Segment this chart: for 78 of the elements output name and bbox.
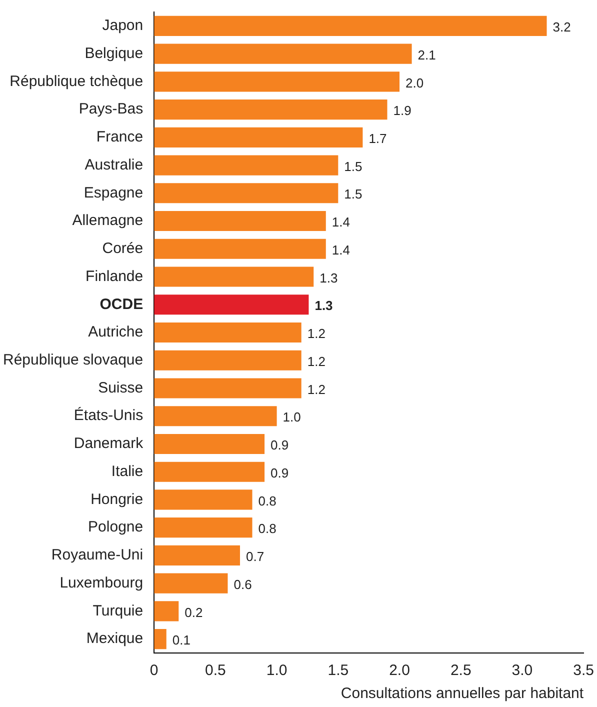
bar <box>154 238 326 259</box>
bar <box>154 629 166 650</box>
y-tick-label: Finlande <box>86 268 144 285</box>
x-tick-label: 1.0 <box>266 662 288 680</box>
bar <box>154 127 363 148</box>
bar <box>154 406 277 426</box>
y-tick-label: Corée <box>102 240 144 258</box>
data-label: 1.4 <box>332 242 350 258</box>
y-tick-label: Luxembourg <box>60 574 144 592</box>
y-tick-label: Belgique <box>84 44 144 62</box>
data-label: 2.1 <box>418 47 436 62</box>
data-label: 0.7 <box>246 549 264 564</box>
bar <box>154 434 265 454</box>
y-tick-label: OCDE <box>100 296 144 313</box>
x-tick-label: 3.0 <box>512 662 533 680</box>
bar <box>154 545 240 566</box>
y-tick-label: France <box>96 128 144 146</box>
bar <box>154 100 388 120</box>
y-tick-label: Italie <box>111 462 144 480</box>
bar <box>154 210 326 232</box>
y-tick-label: Pologne <box>88 518 144 536</box>
y-tick-label: Royaume-Uni <box>51 546 144 564</box>
bar <box>154 378 302 398</box>
data-label: 2.0 <box>406 75 424 90</box>
data-label: 1.0 <box>282 410 301 425</box>
y-tick-label: République tchèque <box>10 72 144 90</box>
bar <box>154 72 400 92</box>
data-label: 3.2 <box>552 20 571 35</box>
data-label: 1.5 <box>344 158 362 174</box>
x-tick-label: 0.5 <box>205 662 226 680</box>
data-label: 0.8 <box>258 493 276 508</box>
y-tick-label: Espagne <box>84 184 144 202</box>
bar <box>154 44 412 64</box>
x-tick-label: 0 <box>150 662 158 680</box>
y-tick-label: États-Unis <box>74 406 144 424</box>
data-label: 1.5 <box>344 186 362 202</box>
data-label: 1.2 <box>307 382 326 397</box>
data-label: 0.6 <box>234 576 252 592</box>
data-label: 1.2 <box>307 326 326 342</box>
x-tick-label: 3.5 <box>573 662 594 680</box>
data-label: 1.7 <box>368 130 387 146</box>
y-tick-label: Suisse <box>98 379 144 396</box>
data-label: 0.8 <box>258 521 276 536</box>
y-tick-label: Turquie <box>92 602 144 620</box>
y-tick-label: Autriche <box>88 324 144 341</box>
data-label: 0.1 <box>172 632 190 648</box>
y-tick-label: Australie <box>84 156 144 174</box>
y-tick-label: Mexique <box>86 630 144 648</box>
x-tick-label: 2.0 <box>389 662 410 680</box>
bar <box>154 573 228 594</box>
data-label: 0.9 <box>270 465 289 480</box>
bar <box>154 462 265 482</box>
data-label: 1.2 <box>307 354 326 369</box>
y-tick-label: Danemark <box>74 435 144 452</box>
bar <box>154 350 302 370</box>
x-tick-label: 2.5 <box>450 662 472 680</box>
x-tick-label: 1.5 <box>328 662 349 680</box>
bar <box>154 183 338 204</box>
y-tick-label: Pays-Bas <box>78 100 144 118</box>
bar <box>154 266 314 287</box>
data-label: 1.9 <box>393 103 412 118</box>
bar <box>154 322 302 343</box>
y-tick-label: Hongrie <box>90 490 144 508</box>
y-tick-label: République slovaque <box>2 352 144 369</box>
data-label: 0.2 <box>184 604 203 620</box>
x-axis-title: Consultations annuelles par habitant <box>340 685 584 702</box>
bar <box>154 155 338 176</box>
y-tick-label: Allemagne <box>72 212 144 230</box>
data-label: 1.4 <box>332 214 350 230</box>
data-label: 0.9 <box>270 438 289 453</box>
bar <box>154 601 179 622</box>
y-tick-label: Japon <box>102 17 144 34</box>
bar <box>154 294 309 315</box>
data-label: 1.3 <box>314 298 333 314</box>
bar <box>154 518 252 538</box>
bar <box>154 16 547 36</box>
bar <box>154 490 252 510</box>
data-label: 1.3 <box>320 270 338 286</box>
